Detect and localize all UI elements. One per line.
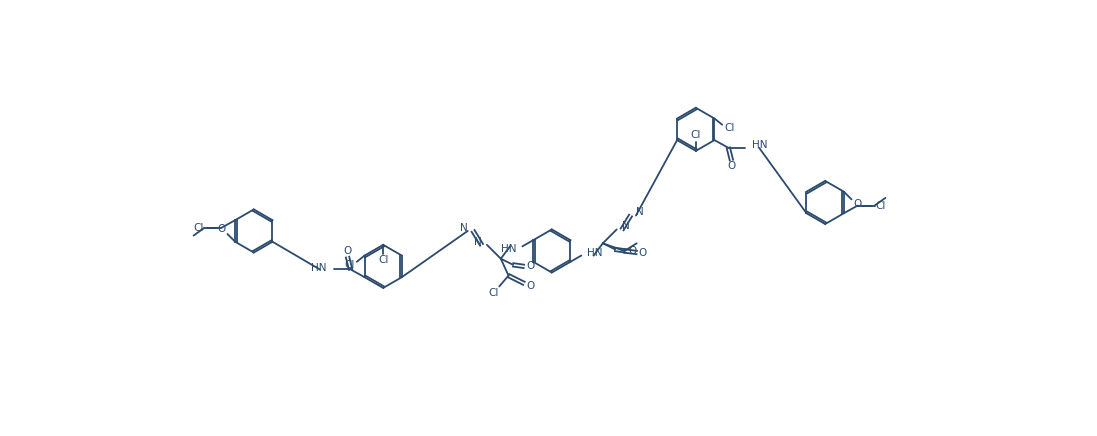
Text: O: O xyxy=(525,281,534,291)
Text: Cl: Cl xyxy=(691,130,701,140)
Text: N: N xyxy=(474,237,482,247)
Text: O: O xyxy=(343,246,352,256)
Text: N: N xyxy=(636,208,644,218)
Text: O: O xyxy=(525,261,534,271)
Text: Cl: Cl xyxy=(488,288,498,297)
Text: O: O xyxy=(638,248,647,258)
Text: O: O xyxy=(853,199,862,209)
Text: HN: HN xyxy=(587,248,603,258)
Text: O: O xyxy=(727,161,736,171)
Text: HN: HN xyxy=(312,263,327,273)
Text: N: N xyxy=(622,221,630,232)
Text: O: O xyxy=(217,225,225,235)
Text: Cl: Cl xyxy=(725,123,735,133)
Text: HN: HN xyxy=(500,245,517,255)
Text: Cl: Cl xyxy=(378,255,388,265)
Text: Cl: Cl xyxy=(875,201,886,211)
Text: N: N xyxy=(460,223,467,233)
Text: Cl: Cl xyxy=(344,260,354,270)
Text: Cl: Cl xyxy=(193,223,203,233)
Text: HN: HN xyxy=(753,140,768,150)
Text: O: O xyxy=(627,246,636,256)
